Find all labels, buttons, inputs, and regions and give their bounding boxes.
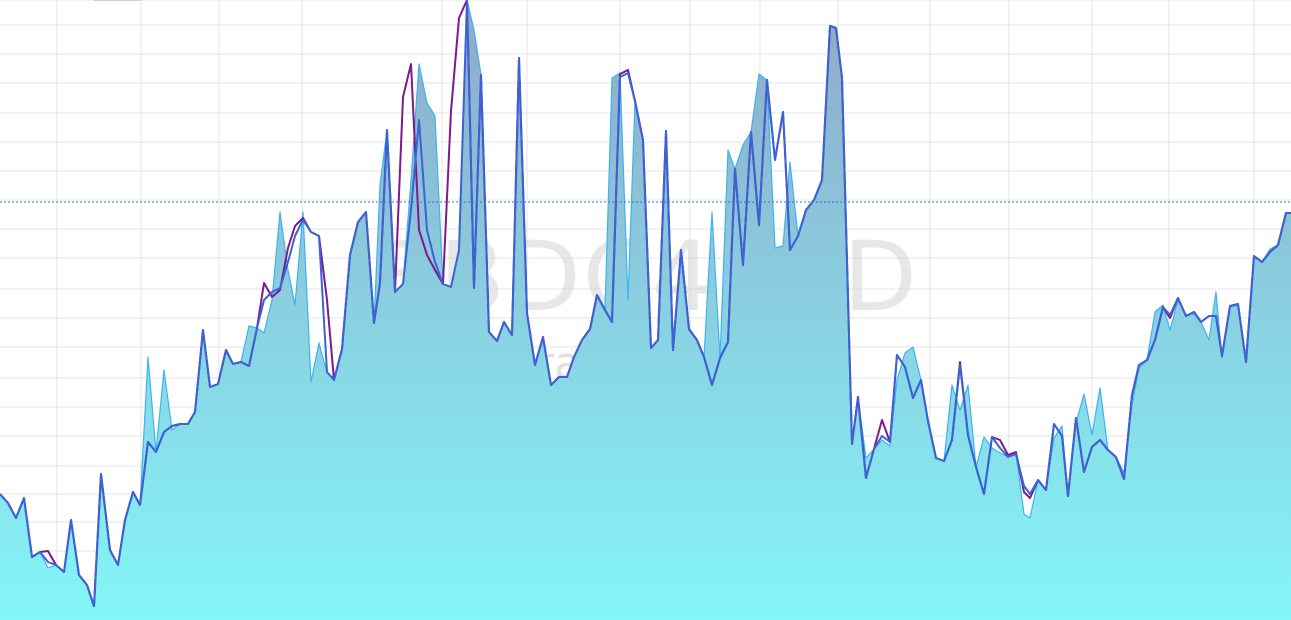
series-line-main — [0, 0, 1291, 607]
